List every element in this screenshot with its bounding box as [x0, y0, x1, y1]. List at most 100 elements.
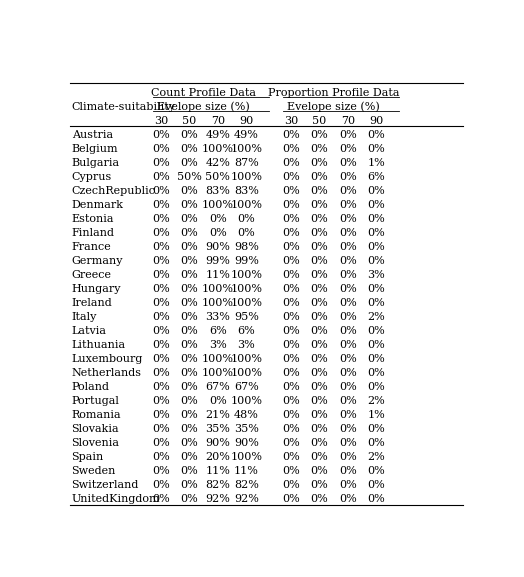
Text: 0%: 0% [339, 298, 357, 308]
Text: 0%: 0% [180, 312, 198, 322]
Text: 0%: 0% [339, 368, 357, 378]
Text: 0%: 0% [339, 340, 357, 350]
Text: 0%: 0% [180, 228, 198, 238]
Text: 0%: 0% [339, 172, 357, 182]
Text: 100%: 100% [202, 368, 234, 378]
Text: 90: 90 [239, 116, 253, 126]
Text: 0%: 0% [180, 256, 198, 266]
Text: 100%: 100% [230, 452, 262, 462]
Text: 0%: 0% [180, 424, 198, 434]
Text: 0%: 0% [237, 214, 255, 224]
Text: 35%: 35% [234, 424, 259, 434]
Text: 0%: 0% [282, 396, 300, 406]
Text: 6%: 6% [209, 326, 227, 336]
Text: Belgium: Belgium [72, 144, 118, 154]
Text: 0%: 0% [310, 270, 328, 280]
Text: 70: 70 [211, 116, 225, 126]
Text: 0%: 0% [367, 256, 385, 266]
Text: Count Profile Data: Count Profile Data [151, 88, 256, 98]
Text: Finland: Finland [72, 228, 115, 238]
Text: 100%: 100% [202, 200, 234, 210]
Text: 0%: 0% [310, 242, 328, 252]
Text: 100%: 100% [230, 270, 262, 280]
Text: 0%: 0% [152, 410, 170, 420]
Text: 90%: 90% [234, 438, 259, 448]
Text: Estonia: Estonia [72, 214, 114, 224]
Text: 0%: 0% [152, 256, 170, 266]
Text: 0%: 0% [209, 214, 227, 224]
Text: 0%: 0% [152, 312, 170, 322]
Text: 0%: 0% [282, 256, 300, 266]
Text: 82%: 82% [234, 480, 259, 490]
Text: Spain: Spain [72, 452, 104, 462]
Text: 67%: 67% [205, 382, 230, 392]
Text: 0%: 0% [180, 298, 198, 308]
Text: Evelope size (%): Evelope size (%) [287, 102, 380, 113]
Text: Bulgaria: Bulgaria [72, 158, 119, 168]
Text: 0%: 0% [310, 284, 328, 294]
Text: 6%: 6% [237, 326, 255, 336]
Text: 3%: 3% [237, 340, 255, 350]
Text: Denmark: Denmark [72, 200, 124, 210]
Text: 0%: 0% [310, 480, 328, 490]
Text: 2%: 2% [367, 312, 385, 322]
Text: 0%: 0% [339, 270, 357, 280]
Text: 67%: 67% [234, 382, 258, 392]
Text: 100%: 100% [202, 144, 234, 154]
Text: 50%: 50% [177, 172, 202, 182]
Text: 100%: 100% [202, 284, 234, 294]
Text: 0%: 0% [180, 284, 198, 294]
Text: 0%: 0% [152, 158, 170, 168]
Text: 87%: 87% [234, 158, 258, 168]
Text: 49%: 49% [205, 130, 230, 140]
Text: 0%: 0% [282, 480, 300, 490]
Text: 0%: 0% [180, 396, 198, 406]
Text: 0%: 0% [310, 214, 328, 224]
Text: 92%: 92% [234, 494, 259, 504]
Text: 0%: 0% [282, 172, 300, 182]
Text: 0%: 0% [282, 382, 300, 392]
Text: 0%: 0% [152, 284, 170, 294]
Text: 0%: 0% [339, 382, 357, 392]
Text: Evelope size (%): Evelope size (%) [157, 102, 250, 113]
Text: 0%: 0% [367, 480, 385, 490]
Text: 0%: 0% [180, 270, 198, 280]
Text: 0%: 0% [339, 186, 357, 196]
Text: Poland: Poland [72, 382, 110, 392]
Text: 0%: 0% [367, 382, 385, 392]
Text: 0%: 0% [282, 144, 300, 154]
Text: 100%: 100% [230, 284, 262, 294]
Text: Ireland: Ireland [72, 298, 112, 308]
Text: 0%: 0% [152, 242, 170, 252]
Text: 0%: 0% [339, 424, 357, 434]
Text: 0%: 0% [339, 158, 357, 168]
Text: 0%: 0% [339, 228, 357, 238]
Text: 100%: 100% [230, 172, 262, 182]
Text: Switzerland: Switzerland [72, 480, 139, 490]
Text: 0%: 0% [282, 410, 300, 420]
Text: 0%: 0% [282, 158, 300, 168]
Text: 0%: 0% [282, 284, 300, 294]
Text: 49%: 49% [234, 130, 259, 140]
Text: 0%: 0% [180, 494, 198, 504]
Text: CzechRepublic: CzechRepublic [72, 186, 156, 196]
Text: 0%: 0% [339, 256, 357, 266]
Text: 0%: 0% [152, 130, 170, 140]
Text: 0%: 0% [310, 130, 328, 140]
Text: 0%: 0% [310, 158, 328, 168]
Text: 0%: 0% [367, 298, 385, 308]
Text: Proportion Profile Data: Proportion Profile Data [268, 88, 399, 98]
Text: 95%: 95% [234, 312, 259, 322]
Text: 0%: 0% [339, 494, 357, 504]
Text: 0%: 0% [152, 382, 170, 392]
Text: 100%: 100% [202, 298, 234, 308]
Text: 0%: 0% [282, 214, 300, 224]
Text: 0%: 0% [152, 424, 170, 434]
Text: 0%: 0% [310, 312, 328, 322]
Text: 0%: 0% [152, 340, 170, 350]
Text: Austria: Austria [72, 130, 113, 140]
Text: 1%: 1% [367, 158, 385, 168]
Text: 0%: 0% [310, 438, 328, 448]
Text: 0%: 0% [339, 284, 357, 294]
Text: 0%: 0% [282, 466, 300, 476]
